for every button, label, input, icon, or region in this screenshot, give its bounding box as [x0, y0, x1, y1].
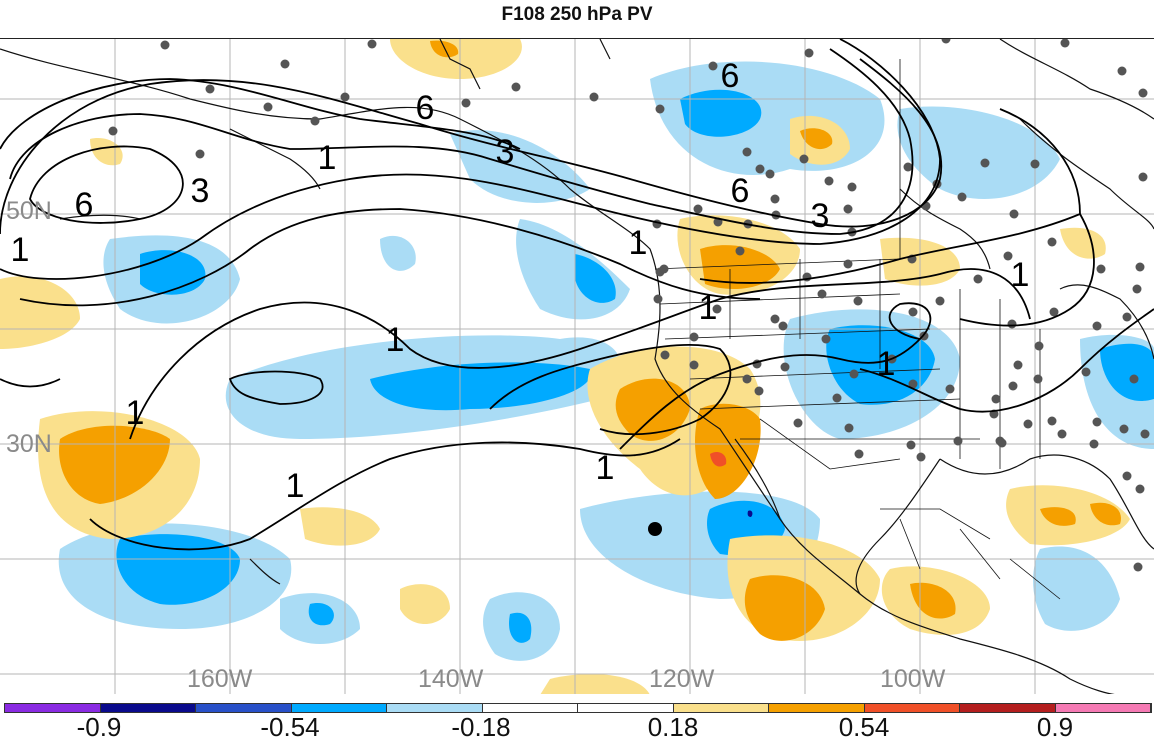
- contour-label: 6: [416, 89, 435, 127]
- colorbar-tick-label: -0.54: [260, 712, 320, 742]
- lon-label-120w: 120W: [649, 665, 715, 693]
- colorbar-swatch: [673, 704, 769, 712]
- colorbar-swatch: [291, 704, 387, 712]
- contour-labels: 6 6 6 6 3 3 3 1 1 1 1 1 1 1 1 1 1: [11, 57, 1030, 505]
- lat-label-30n: 30N: [6, 430, 52, 458]
- lon-label-140w: 140W: [418, 665, 484, 693]
- colorbar-swatch: [578, 704, 674, 712]
- lon-label-100w: 100W: [880, 665, 946, 693]
- contour-label: 3: [191, 172, 210, 210]
- contour-label: 1: [318, 139, 337, 177]
- contour-label: 1: [11, 231, 30, 269]
- colorbar-swatch: [769, 704, 865, 712]
- map-panel: 6 6 6 6 3 3 3 1 1 1 1 1 1 1 1 1 1 50N 30…: [0, 38, 1154, 694]
- colorbar-swatch: [482, 704, 578, 712]
- contour-label: 6: [731, 172, 750, 210]
- contour-label: 1: [596, 449, 615, 487]
- colorbar-swatch: [5, 704, 101, 712]
- contour-label: 3: [811, 197, 830, 235]
- contour-label: 1: [386, 321, 405, 359]
- pv-map: 6 6 6 6 3 3 3 1 1 1 1 1 1 1 1 1 1: [0, 39, 1154, 694]
- colorbar-tick-label: 0.54: [838, 712, 890, 742]
- contour-label: 1: [629, 224, 648, 262]
- colorbar-tick-label: -0.9: [76, 712, 122, 742]
- colorbar-swatch: [1055, 704, 1151, 712]
- contour-label: 1: [699, 289, 718, 327]
- map-title: F108 250 hPa PV: [501, 4, 653, 25]
- colorbar-swatch: [960, 704, 1056, 712]
- contour-label: 6: [75, 186, 94, 224]
- colorbar-swatch: [864, 704, 960, 712]
- colorbar-swatches: [4, 703, 1152, 713]
- lon-label-160w: 160W: [187, 665, 253, 693]
- coastlines: [0, 39, 1154, 694]
- contour-label: 1: [1011, 256, 1030, 294]
- colorbar-tick-label: 0.18: [647, 712, 699, 742]
- colorbar-tick-label: -0.18: [451, 712, 511, 742]
- colorbar: -0.9 -0.54 -0.18 0.18 0.54 0.9: [0, 703, 1154, 742]
- contour-label: 1: [877, 345, 896, 383]
- colorbar-swatch: [196, 704, 292, 712]
- highlight-marker: [648, 522, 662, 536]
- lat-label-50n: 50N: [6, 197, 52, 225]
- colorbar-tick-label: 0.9: [1036, 712, 1074, 742]
- colorbar-swatch: [100, 704, 196, 712]
- contour-label: 3: [496, 133, 515, 171]
- contour-label: 6: [721, 57, 740, 95]
- pv-contours: [0, 39, 1154, 551]
- contour-label: 1: [126, 394, 145, 432]
- contour-label: 1: [286, 467, 305, 505]
- colorbar-swatch: [387, 704, 483, 712]
